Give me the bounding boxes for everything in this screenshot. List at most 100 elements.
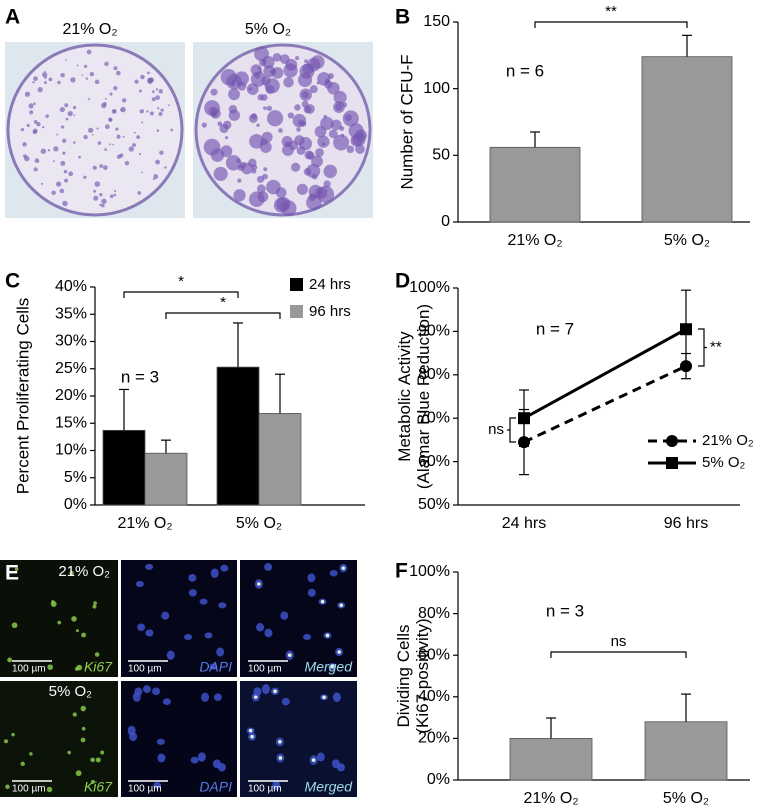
colony <box>113 66 118 71</box>
colony <box>228 88 240 101</box>
colony <box>263 106 267 111</box>
colony <box>283 77 294 88</box>
colony <box>108 117 113 122</box>
y-tick-label: 90% <box>418 323 450 340</box>
stain-label: DAPI <box>199 659 232 675</box>
cell-ki67 <box>330 664 335 669</box>
colony <box>59 188 65 194</box>
cell-nucleus <box>153 782 162 789</box>
colony <box>32 129 38 135</box>
colony <box>168 104 171 107</box>
colony <box>261 76 271 86</box>
colony <box>65 59 68 61</box>
cell-nucleus <box>316 752 325 762</box>
colony <box>170 128 174 132</box>
cell-nucleus <box>281 697 290 706</box>
annotation: ns <box>611 633 627 650</box>
line <box>523 327 687 420</box>
row-label: 21% O₂ <box>58 563 110 580</box>
colony <box>225 155 242 171</box>
colony <box>302 63 314 75</box>
colony <box>62 151 66 155</box>
colony <box>156 129 160 132</box>
x-tick-label: 21% O₂ <box>117 515 172 532</box>
colony <box>217 121 223 127</box>
cell-ki67 <box>339 603 344 608</box>
y-tick-label: 0 <box>441 213 450 230</box>
colony <box>341 133 345 137</box>
cell-ki67 <box>81 632 87 638</box>
colony <box>83 175 87 179</box>
colony <box>33 167 38 172</box>
cell-nucleus <box>332 692 341 703</box>
y-tick-label: 100% <box>409 279 450 296</box>
annotation: * <box>220 294 226 311</box>
colony <box>29 110 34 115</box>
cell-nucleus <box>216 647 225 657</box>
y-tick-label: 70% <box>418 409 450 426</box>
colony <box>220 145 233 158</box>
colony <box>280 200 297 217</box>
cell-ki67 <box>29 752 33 756</box>
colony <box>33 120 38 124</box>
colony <box>282 144 294 157</box>
cell-ki67 <box>7 657 13 663</box>
cell-nucleus <box>220 564 229 572</box>
colony <box>283 63 298 78</box>
colony <box>146 110 149 113</box>
marker <box>666 457 678 469</box>
colony <box>310 55 325 69</box>
cell-nucleus <box>190 756 199 764</box>
cell-nucleus <box>329 569 338 577</box>
colony <box>78 155 81 159</box>
colony <box>339 126 345 131</box>
cell-ki67 <box>311 758 316 762</box>
colony <box>68 171 74 177</box>
tile <box>0 560 118 677</box>
cell-nucleus <box>152 687 161 696</box>
x-tick-label: 5% O₂ <box>236 515 282 532</box>
bar <box>144 452 188 506</box>
cell-ki67 <box>273 689 277 694</box>
y-tick-label: 100% <box>409 563 450 580</box>
plate-label: 5% O₂ <box>245 21 291 38</box>
colony <box>62 200 68 207</box>
panel-letter: B <box>395 6 410 29</box>
marker <box>666 435 678 447</box>
colony <box>257 94 264 101</box>
colony <box>342 102 348 108</box>
colony <box>41 125 45 129</box>
colony <box>151 97 156 102</box>
colony <box>136 135 141 140</box>
colony <box>33 102 36 106</box>
colony <box>224 136 229 140</box>
cell-nucleus <box>264 628 273 638</box>
colony <box>153 174 159 179</box>
colony <box>297 119 305 127</box>
y-tick-label: 40% <box>418 688 450 705</box>
colony <box>40 148 47 154</box>
significance-bracket <box>123 291 239 298</box>
cell-ki67 <box>278 739 282 744</box>
colony <box>28 103 34 109</box>
cell-nucleus <box>217 763 226 772</box>
significance-bracket <box>698 328 707 367</box>
significance-bracket <box>165 312 281 319</box>
colony <box>299 88 312 101</box>
y-tick-label: 35% <box>55 305 87 322</box>
marker <box>680 323 692 336</box>
x-tick-label: 5% O₂ <box>663 790 709 807</box>
colony <box>44 76 47 79</box>
cell-nucleus <box>307 588 316 597</box>
colony <box>32 81 35 84</box>
colony <box>152 90 155 94</box>
colony <box>24 91 31 97</box>
cell-ki67 <box>47 664 54 670</box>
colony <box>23 154 27 159</box>
colony <box>73 114 76 117</box>
colony <box>97 141 102 145</box>
colony <box>248 158 257 168</box>
colony <box>266 105 273 112</box>
y-tick-label: 80% <box>418 366 450 383</box>
colony <box>47 149 51 152</box>
